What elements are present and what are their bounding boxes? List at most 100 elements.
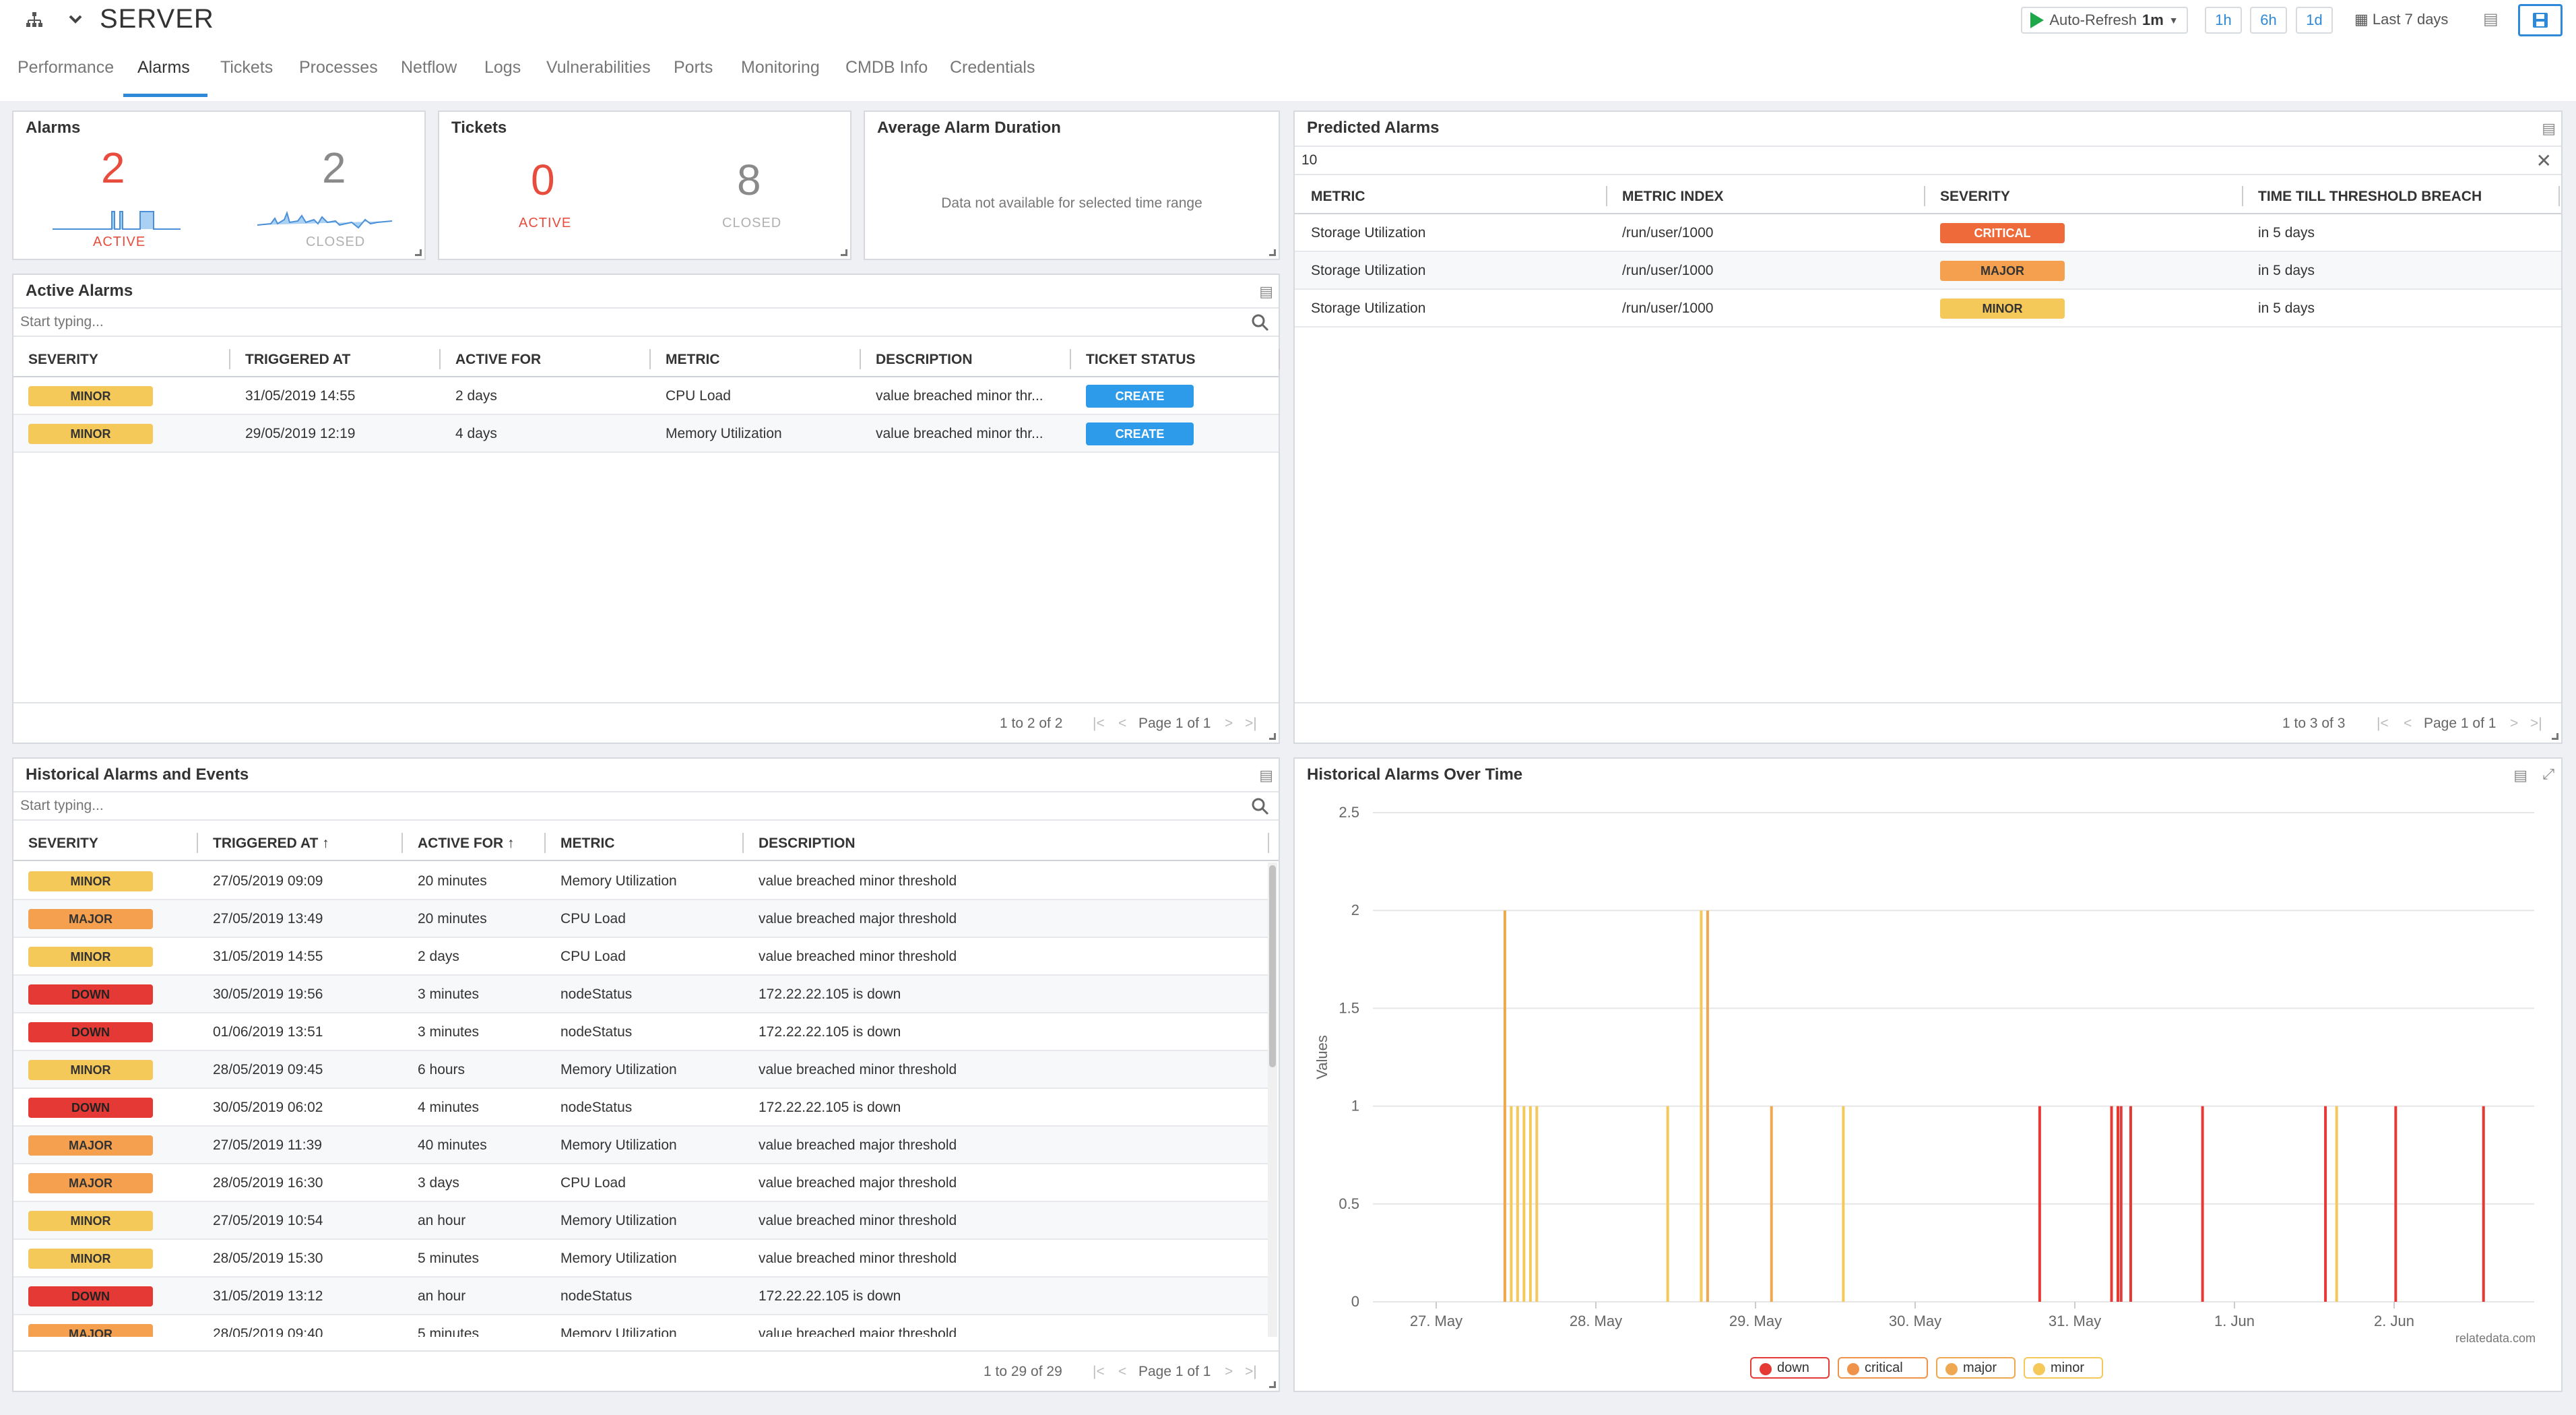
column-resize-handle[interactable]	[1279, 349, 1280, 369]
legend-item-major[interactable]: major	[1936, 1357, 2016, 1379]
chevron-down-icon[interactable]	[66, 9, 85, 32]
column-resize-handle[interactable]	[860, 349, 861, 369]
table-row[interactable]: MINOR 28/05/2019 09:45 6 hours Memory Utili…	[13, 1051, 1268, 1089]
next-page-icon[interactable]: >	[1225, 716, 1233, 731]
scrollbar-thumb[interactable]	[1269, 865, 1276, 1067]
column-resize-handle[interactable]	[2558, 186, 2560, 206]
tab-processes[interactable]: Processes	[299, 58, 378, 77]
column-header-active-for[interactable]: ACTIVE FOR	[455, 352, 541, 368]
table-scrollbar[interactable]	[1268, 862, 1277, 1337]
closed-tickets-count[interactable]: 8	[737, 156, 761, 204]
search-input[interactable]	[20, 798, 1159, 814]
table-row[interactable]: MINOR 27/05/2019 10:54 an hour Memory Utili…	[13, 1202, 1268, 1240]
resize-handle[interactable]	[1269, 733, 1276, 740]
resize-handle[interactable]	[415, 249, 422, 256]
tab-logs[interactable]: Logs	[484, 58, 521, 77]
table-row[interactable]: MINOR 31/05/2019 14:55 2 days CPU Load value…	[13, 938, 1268, 976]
prev-page-icon[interactable]: <	[1118, 716, 1127, 731]
save-dashboard-button[interactable]	[2518, 4, 2563, 36]
last-page-icon[interactable]: >|	[2530, 716, 2542, 731]
table-row[interactable]: DOWN 01/06/2019 13:51 3 minutes nodeStatus 1…	[13, 1013, 1268, 1051]
create-ticket-button[interactable]: CREATE	[1086, 385, 1194, 408]
predicted-filter-input[interactable]	[1301, 152, 2441, 168]
clear-filter-icon[interactable]: ✕	[2536, 150, 2552, 171]
resize-handle[interactable]	[841, 249, 847, 256]
column-header-metric[interactable]: METRIC	[1311, 189, 1365, 205]
column-resize-handle[interactable]	[544, 833, 546, 853]
column-resize-handle[interactable]	[1924, 186, 1925, 206]
export-icon[interactable]: ▤	[2483, 10, 2499, 28]
search-icon[interactable]	[1250, 796, 1270, 817]
search-icon[interactable]	[1250, 313, 1270, 333]
column-resize-handle[interactable]	[1606, 186, 1607, 206]
tab-monitoring[interactable]: Monitoring	[741, 58, 820, 77]
table-row[interactable]: MINOR 29/05/2019 12:19 4 days Memory Utiliz…	[13, 415, 1279, 453]
search-input[interactable]	[20, 314, 1159, 330]
topology-icon[interactable]	[24, 9, 44, 33]
export-icon[interactable]: ▤	[1259, 767, 1273, 784]
tab-performance[interactable]: Performance	[18, 58, 115, 77]
table-row[interactable]: DOWN 30/05/2019 19:56 3 minutes nodeStatus 1…	[13, 976, 1268, 1013]
next-page-icon[interactable]: >	[2510, 716, 2519, 731]
range-6h-button[interactable]: 6h	[2250, 7, 2287, 34]
active-alarms-count[interactable]: 2	[101, 144, 125, 192]
range-1d-button[interactable]: 1d	[2296, 7, 2333, 34]
next-page-icon[interactable]: >	[1225, 1364, 1233, 1379]
column-header-description[interactable]: DESCRIPTION	[759, 836, 856, 852]
tab-credentials[interactable]: Credentials	[950, 58, 1035, 77]
column-header-description[interactable]: DESCRIPTION	[876, 352, 973, 368]
date-range-picker[interactable]: ▦ Last 7 days	[2354, 11, 2448, 28]
column-header-metric-index[interactable]: METRIC INDEX	[1622, 189, 1724, 205]
column-resize-handle[interactable]	[229, 349, 230, 369]
table-row[interactable]: Storage Utilization/run/user/1000 MAJOR in…	[1295, 252, 2561, 290]
column-resize-handle[interactable]	[1070, 349, 1071, 369]
table-row[interactable]: DOWN 30/05/2019 06:02 4 minutes nodeStatus 1…	[13, 1089, 1268, 1127]
auto-refresh-button[interactable]: Auto-Refresh 1m ▼	[2021, 7, 2188, 34]
column-resize-handle[interactable]	[197, 833, 198, 853]
resize-handle[interactable]	[2552, 733, 2558, 740]
column-resize-handle[interactable]	[439, 349, 441, 369]
export-icon[interactable]: ▤	[2513, 767, 2527, 784]
active-tickets-count[interactable]: 0	[531, 156, 555, 204]
table-row[interactable]: Storage Utilization/run/user/1000 CRITICA…	[1295, 214, 2561, 252]
tab-vulnerabilities[interactable]: Vulnerabilities	[546, 58, 651, 77]
legend-item-critical[interactable]: critical	[1838, 1357, 1928, 1379]
tab-ports[interactable]: Ports	[674, 58, 713, 77]
first-page-icon[interactable]: |<	[1093, 1364, 1105, 1379]
table-row[interactable]: MAJOR 28/05/2019 09:40 5 minutes Memory Uti…	[13, 1315, 1268, 1337]
tab-alarms[interactable]: Alarms	[137, 58, 190, 77]
column-resize-handle[interactable]	[649, 349, 651, 369]
first-page-icon[interactable]: |<	[1093, 716, 1105, 731]
tab-cmdb-info[interactable]: CMDB Info	[845, 58, 928, 77]
column-header-metric[interactable]: METRIC	[666, 352, 720, 368]
column-header-ticket-status[interactable]: TICKET STATUS	[1086, 352, 1196, 368]
column-header-metric[interactable]: METRIC	[560, 836, 615, 852]
table-row[interactable]: MINOR 27/05/2019 09:09 20 minutes Memory Ut…	[13, 862, 1268, 900]
table-row[interactable]: Storage Utilization/run/user/1000 MINOR in…	[1295, 290, 2561, 327]
column-resize-handle[interactable]	[401, 833, 403, 853]
range-1h-button[interactable]: 1h	[2205, 7, 2242, 34]
closed-alarms-count[interactable]: 2	[322, 144, 346, 192]
create-ticket-button[interactable]: CREATE	[1086, 422, 1194, 445]
table-row[interactable]: MINOR 31/05/2019 14:55 2 days CPU Load value…	[13, 377, 1279, 415]
column-resize-handle[interactable]	[1268, 833, 1269, 853]
tab-netflow[interactable]: Netflow	[401, 58, 457, 77]
table-row[interactable]: MINOR 28/05/2019 15:30 5 minutes Memory Uti…	[13, 1240, 1268, 1278]
resize-handle[interactable]	[1269, 1381, 1276, 1388]
legend-item-minor[interactable]: minor	[2024, 1357, 2103, 1379]
column-header-triggered-at[interactable]: TRIGGERED AT ↑	[213, 836, 329, 852]
column-header-severity[interactable]: SEVERITY	[28, 352, 98, 368]
column-header-severity[interactable]: SEVERITY	[28, 836, 98, 852]
legend-item-down[interactable]: down	[1750, 1357, 1830, 1379]
last-page-icon[interactable]: >|	[1245, 1364, 1257, 1379]
export-icon[interactable]: ▤	[1259, 283, 1273, 300]
export-icon[interactable]: ▤	[2542, 120, 2556, 137]
prev-page-icon[interactable]: <	[1118, 1364, 1127, 1379]
table-row[interactable]: DOWN 31/05/2019 13:12 an hour nodeStatus 172…	[13, 1278, 1268, 1315]
fullscreen-icon[interactable]: ⤢	[2542, 765, 2554, 782]
table-row[interactable]: MAJOR 28/05/2019 16:30 3 days CPU Load value…	[13, 1164, 1268, 1202]
column-header-active-for[interactable]: ACTIVE FOR ↑	[418, 836, 515, 852]
first-page-icon[interactable]: |<	[2377, 716, 2389, 731]
last-page-icon[interactable]: >|	[1245, 716, 1257, 731]
column-header-time-till-threshold-breach[interactable]: TIME TILL THRESHOLD BREACH	[2258, 189, 2482, 205]
